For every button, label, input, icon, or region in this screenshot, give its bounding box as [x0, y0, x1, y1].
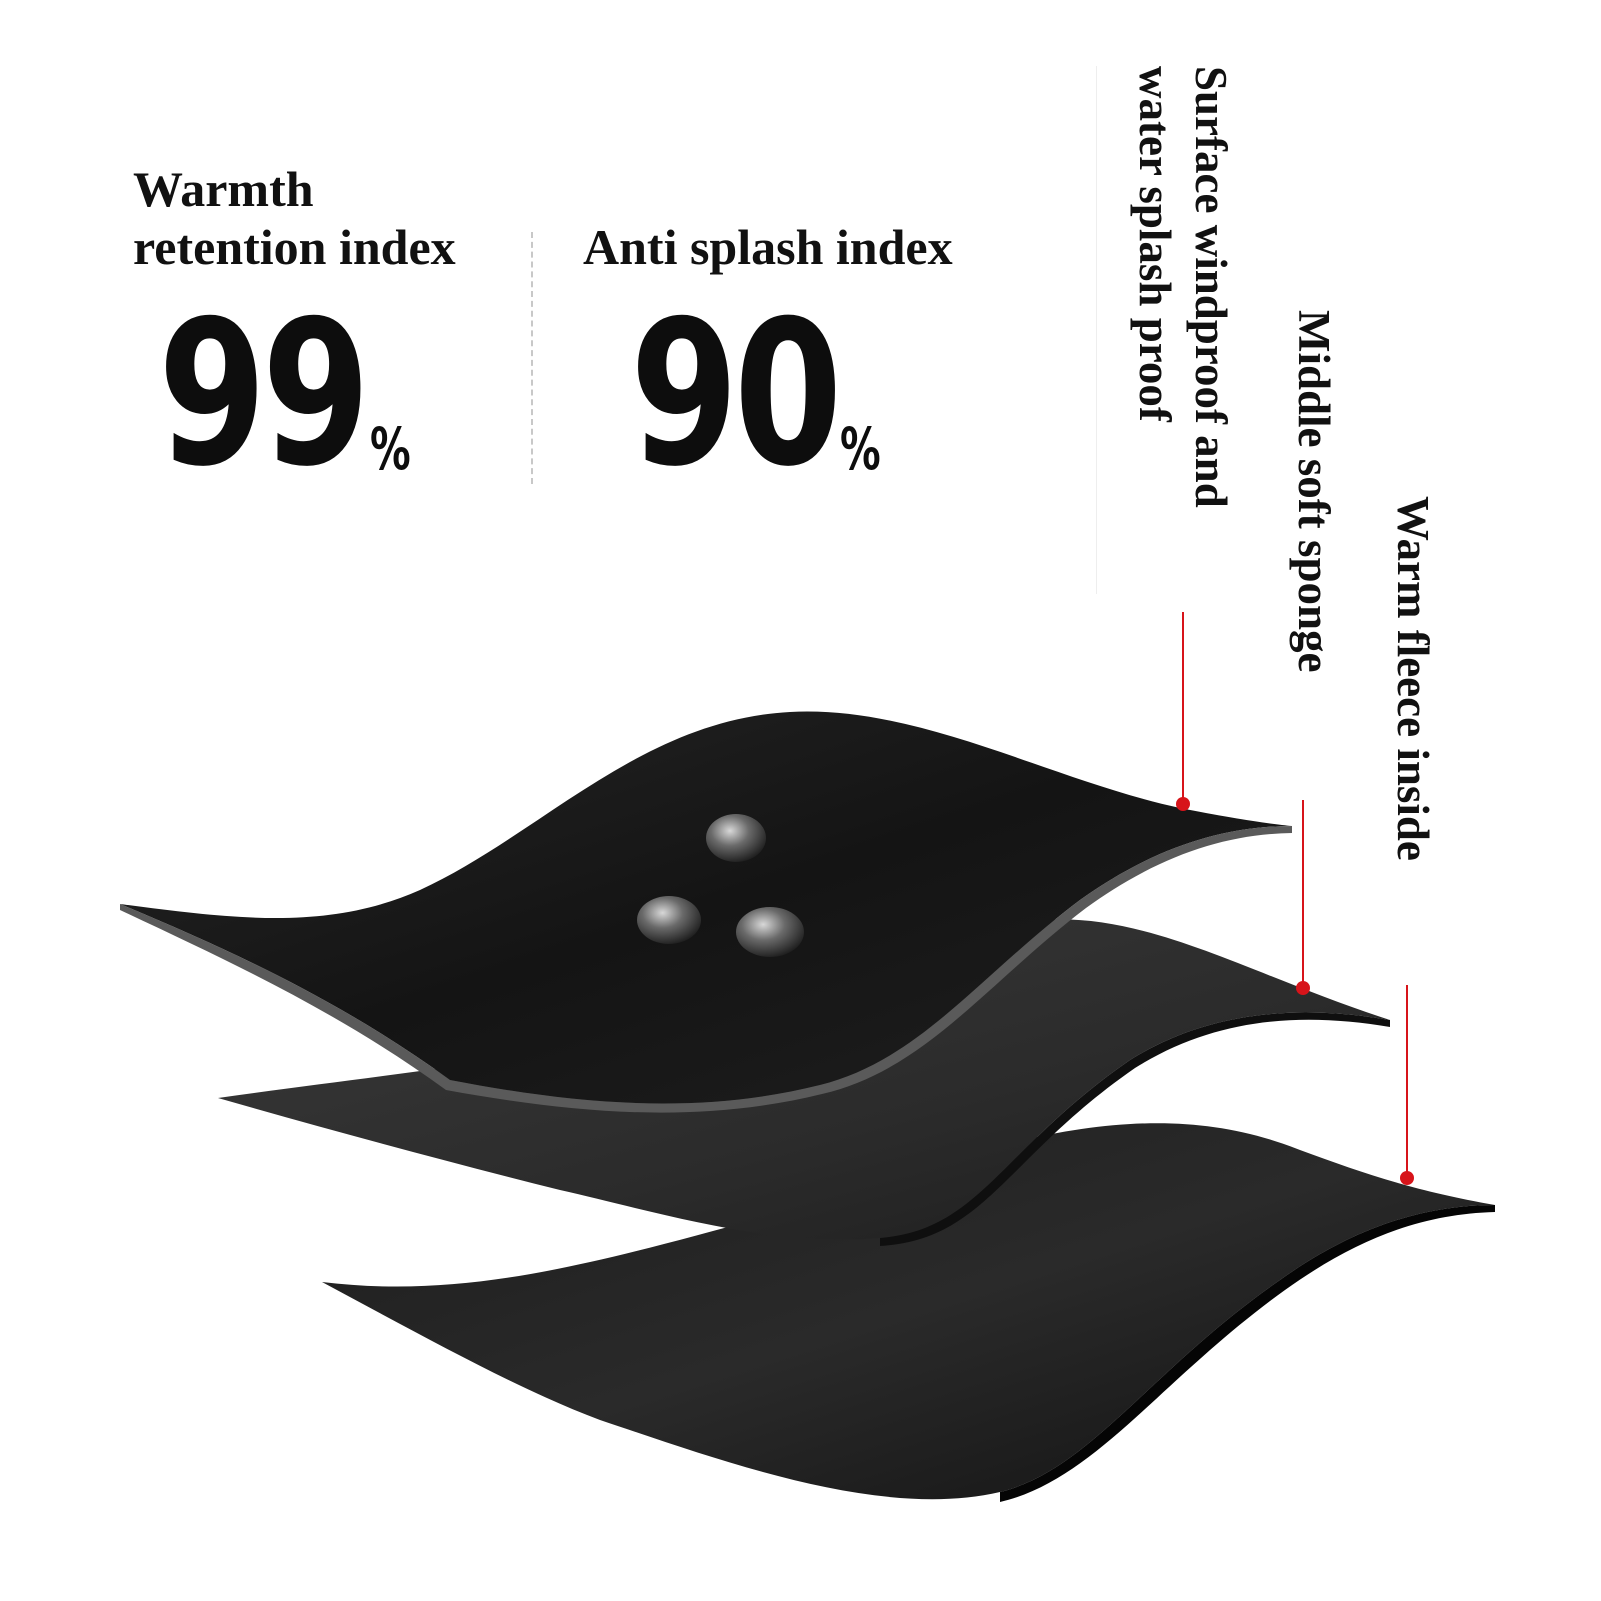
- surface-edge: [120, 826, 1292, 1113]
- water-droplet: [706, 814, 766, 862]
- sponge-edge: [880, 1012, 1390, 1246]
- fleece-layer-label: Warm fleece inside: [1388, 496, 1438, 861]
- fleece-layer: [322, 1123, 1495, 1500]
- fleece-edge: [1000, 1205, 1495, 1502]
- surface-label-box: [1096, 66, 1245, 594]
- pointer-dot-surface: [1176, 797, 1190, 811]
- stat-divider: [531, 232, 533, 484]
- surface-layer: [120, 711, 1292, 1104]
- warmth-unit: %: [370, 415, 411, 483]
- splash-unit: %: [840, 415, 881, 483]
- warmth-value: 99: [158, 278, 370, 511]
- sponge-layer-label: Middle soft sponge: [1289, 310, 1339, 673]
- anti-splash-heading: Anti splash index: [583, 219, 953, 275]
- warmth-label-line2: retention index: [133, 219, 456, 275]
- pointer-dot-fleece: [1400, 1171, 1414, 1185]
- surface-label-line1: Surface windproof and: [1186, 66, 1236, 508]
- surface-layer-label: Surface windproof and water splash proof: [1127, 66, 1239, 508]
- water-droplet: [637, 896, 701, 944]
- pointer-dot-sponge: [1296, 981, 1310, 995]
- warmth-retention-heading: Warmth retention index: [133, 160, 456, 276]
- surface-label-line2: water splash proof: [1130, 66, 1180, 422]
- water-droplet: [736, 907, 804, 957]
- warmth-label-line1: Warmth: [133, 161, 314, 217]
- splash-value: 90: [630, 278, 842, 511]
